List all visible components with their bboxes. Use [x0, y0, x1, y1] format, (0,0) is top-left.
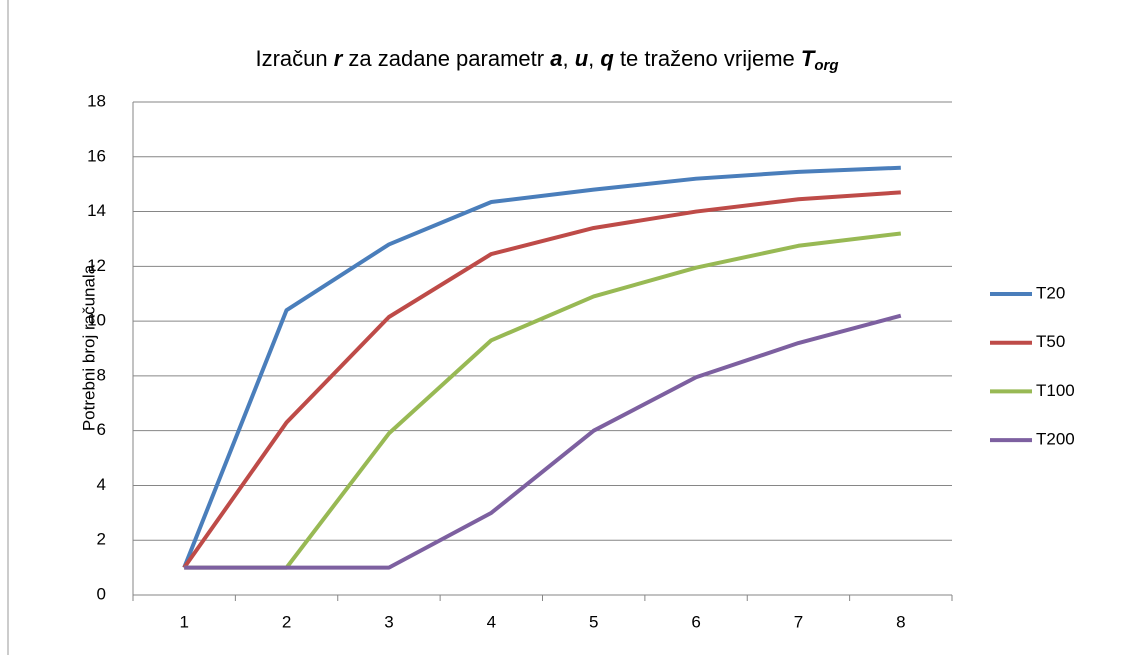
series-line — [184, 231, 902, 570]
title-part: org — [814, 57, 838, 74]
title-part: a — [550, 46, 562, 71]
y-tick-label: 0 — [97, 584, 106, 603]
title-part: te traženo vrijeme — [614, 46, 801, 71]
title-part: za zadane parametr — [342, 46, 550, 71]
title-part: , — [588, 46, 600, 71]
title-part: Izračun — [255, 46, 333, 71]
x-tick-label: 5 — [589, 612, 598, 631]
series-line — [182, 190, 901, 569]
x-tick-label: 6 — [691, 612, 700, 631]
title-part: u — [575, 46, 589, 71]
legend-label: T50 — [1036, 332, 1065, 351]
y-tick-label: 4 — [97, 475, 106, 494]
y-tick-label: 10 — [87, 311, 106, 330]
y-tick-label: 8 — [97, 365, 106, 384]
y-tick-label: 18 — [87, 91, 106, 110]
legend-label: T100 — [1036, 381, 1075, 400]
y-tick-label: 6 — [97, 420, 106, 439]
legend-label: T200 — [1036, 430, 1075, 449]
title-part: T — [801, 46, 816, 71]
x-tick-label: 2 — [282, 612, 291, 631]
legend-label: T20 — [1036, 283, 1065, 302]
y-tick-label: 16 — [87, 146, 106, 165]
series-line — [184, 313, 902, 570]
chart-title: Izračun r za zadane parametr a, u, q te … — [255, 46, 838, 74]
y-tick-label: 12 — [87, 256, 106, 275]
y-axis-label: Potrebni broj računala — [79, 264, 98, 431]
title-part: r — [334, 46, 344, 71]
x-tick-label: 3 — [384, 612, 393, 631]
title-part: , — [562, 46, 574, 71]
series-line — [182, 165, 901, 569]
y-tick-label: 2 — [97, 530, 106, 549]
x-tick-label: 4 — [487, 612, 496, 631]
x-tick-label: 1 — [179, 612, 188, 631]
x-tick-label: 8 — [896, 612, 905, 631]
x-tick-label: 7 — [794, 612, 803, 631]
y-tick-label: 14 — [87, 201, 106, 220]
title-part: q — [600, 46, 614, 71]
